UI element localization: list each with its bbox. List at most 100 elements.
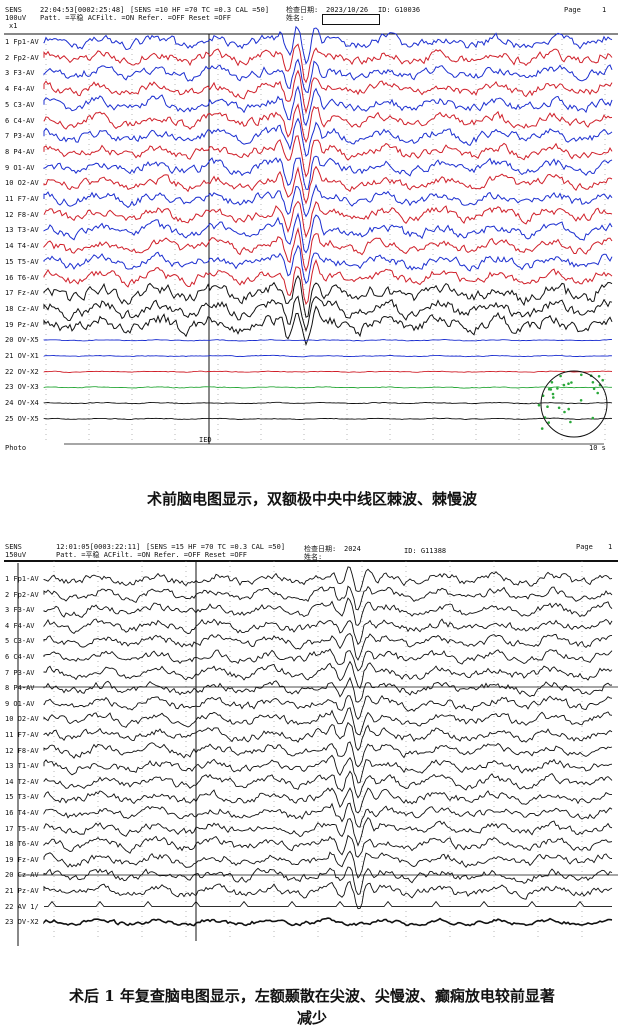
eeg-trace bbox=[43, 648, 613, 672]
record-params: [SENS =10 HF =70 TC =0.3 CAL =50] bbox=[130, 6, 270, 14]
exam-date: 2023/10/26 bbox=[326, 6, 369, 14]
channel-label: 4 F4-AV bbox=[5, 85, 35, 94]
eeg-trace bbox=[43, 354, 613, 358]
scale-label: 100uV bbox=[5, 14, 27, 22]
exam-date: 2024 bbox=[344, 545, 361, 553]
eeg-trace bbox=[43, 212, 613, 254]
caption-postop-line2: 减少 bbox=[296, 1009, 327, 1027]
channel-label: 9 O1-AV bbox=[5, 163, 35, 172]
channel-label: 22 AV 1/ bbox=[5, 902, 39, 911]
eeg-trace bbox=[43, 69, 613, 115]
eeg-trace bbox=[43, 183, 613, 218]
eeg-trace bbox=[43, 585, 613, 611]
eeg-trace bbox=[43, 866, 613, 896]
eeg-trace bbox=[43, 632, 613, 661]
channel-label: 8 P4-AV bbox=[5, 684, 35, 693]
channel-label: 2 Fp2-AV bbox=[5, 590, 39, 599]
eeg-trace bbox=[43, 741, 613, 768]
stim-marker bbox=[592, 387, 596, 391]
caption-postop: 术后 1 年复查脑电图显示，左额颞散在尖波、尖慢波、癫痫放电较前显著 减少 bbox=[0, 985, 624, 1029]
channel-label: 20 Cz-AV bbox=[5, 871, 39, 880]
photo-label: Photo bbox=[5, 444, 27, 452]
record-time: 22:04:53[0002:25:48] bbox=[40, 6, 125, 14]
stim-marker bbox=[549, 388, 553, 391]
channel-label: 11 F7-AV bbox=[5, 195, 39, 203]
name-label: 姓名: bbox=[304, 553, 323, 561]
channel-label: 16 T6-AV bbox=[5, 273, 39, 282]
channel-label: 7 P3-AV bbox=[5, 132, 35, 141]
stim-marker bbox=[591, 416, 595, 420]
stim-marker bbox=[580, 373, 583, 377]
eeg-trace bbox=[43, 754, 613, 784]
channel-label: 18 T6-AV bbox=[5, 840, 39, 849]
record-settings: Patt. =平稳 ACFilt. =ON Refer. =OFF Reset … bbox=[56, 551, 248, 559]
eeg-trace bbox=[43, 85, 613, 127]
channel-label: 3 F3-AV bbox=[5, 606, 35, 615]
channel-label: 15 T5-AV bbox=[5, 257, 39, 266]
stim-marker bbox=[546, 405, 549, 409]
channel-label: 23 OV-X2 bbox=[5, 918, 39, 927]
channel-label: 13 T1-AV bbox=[5, 762, 39, 771]
sens-label: SENS bbox=[5, 543, 22, 551]
channel-label: 15 T3-AV bbox=[5, 793, 39, 802]
stim-marker bbox=[597, 375, 601, 378]
channel-label: 1 Fp1-AV bbox=[5, 38, 39, 46]
channel-label: 14 T2-AV bbox=[5, 777, 39, 786]
channel-label: 17 T5-AV bbox=[5, 824, 39, 833]
stim-marker bbox=[550, 381, 554, 384]
eeg-trace bbox=[43, 135, 613, 178]
eeg-trace bbox=[43, 401, 613, 405]
channel-label: 13 T3-AV bbox=[5, 226, 39, 235]
stim-marker bbox=[567, 407, 570, 411]
channel-label: 19 Fz-AV bbox=[5, 855, 39, 864]
eeg-recording-preop: SENS 100uV x1 22:04:53[0002:25:48] [SENS… bbox=[4, 4, 618, 456]
patient-id: ID: G10036 bbox=[378, 6, 421, 14]
gain-label: x1 bbox=[9, 22, 18, 30]
eeg-trace bbox=[43, 25, 613, 65]
eeg-trace bbox=[43, 770, 613, 799]
eeg-trace bbox=[43, 850, 613, 879]
patient-id: ID: G11388 bbox=[404, 547, 447, 555]
stim-marker bbox=[570, 381, 573, 384]
name-label: 姓名: bbox=[286, 14, 305, 22]
eeg-trace bbox=[43, 275, 613, 318]
channel-label: 19 Pz-AV bbox=[5, 320, 39, 329]
channel-label: 21 OV-X1 bbox=[5, 352, 39, 360]
stim-marker bbox=[562, 383, 566, 387]
eeg-trace bbox=[43, 566, 613, 592]
channel-label: 12 F8-AV bbox=[5, 210, 39, 219]
stim-marker bbox=[601, 378, 604, 382]
stim-marker bbox=[537, 403, 541, 407]
highlight-circle bbox=[540, 370, 608, 438]
channel-label: 4 F4-AV bbox=[5, 621, 35, 630]
ied-marker: IED bbox=[199, 436, 212, 444]
channel-label: 20 OV-X5 bbox=[5, 336, 39, 345]
eeg-trace bbox=[43, 417, 613, 421]
stim-marker bbox=[591, 381, 595, 384]
eeg-trace bbox=[43, 370, 613, 373]
eeg-trace bbox=[43, 305, 613, 347]
channel-label: 9 O1-AV bbox=[5, 699, 35, 708]
stim-marker bbox=[559, 374, 562, 378]
eeg-trace bbox=[43, 227, 613, 273]
eeg-trace bbox=[43, 259, 613, 306]
channel-label: 8 P4-AV bbox=[5, 147, 35, 156]
eeg-trace bbox=[43, 816, 613, 847]
eeg-trace bbox=[43, 155, 613, 190]
channel-label: 21 Pz-AV bbox=[5, 887, 39, 895]
page-number: 1 bbox=[602, 6, 607, 14]
eeg-trace bbox=[43, 338, 613, 342]
channel-label: 1 Fp1-AV bbox=[5, 575, 39, 583]
stim-marker bbox=[547, 421, 550, 424]
stim-marker bbox=[552, 396, 555, 399]
eeg-traces-postop bbox=[4, 560, 618, 946]
channel-label: 10 O2-AV bbox=[5, 179, 39, 188]
eeg-trace bbox=[44, 900, 612, 908]
channel-label: 12 F8-AV bbox=[5, 746, 39, 755]
eeg-trace bbox=[43, 802, 613, 828]
channel-label: 6 C4-AV bbox=[5, 653, 35, 661]
eeg-trace bbox=[43, 694, 613, 720]
stim-marker bbox=[596, 391, 599, 395]
channel-label: 14 T4-AV bbox=[5, 242, 39, 251]
stim-marker bbox=[556, 387, 559, 390]
